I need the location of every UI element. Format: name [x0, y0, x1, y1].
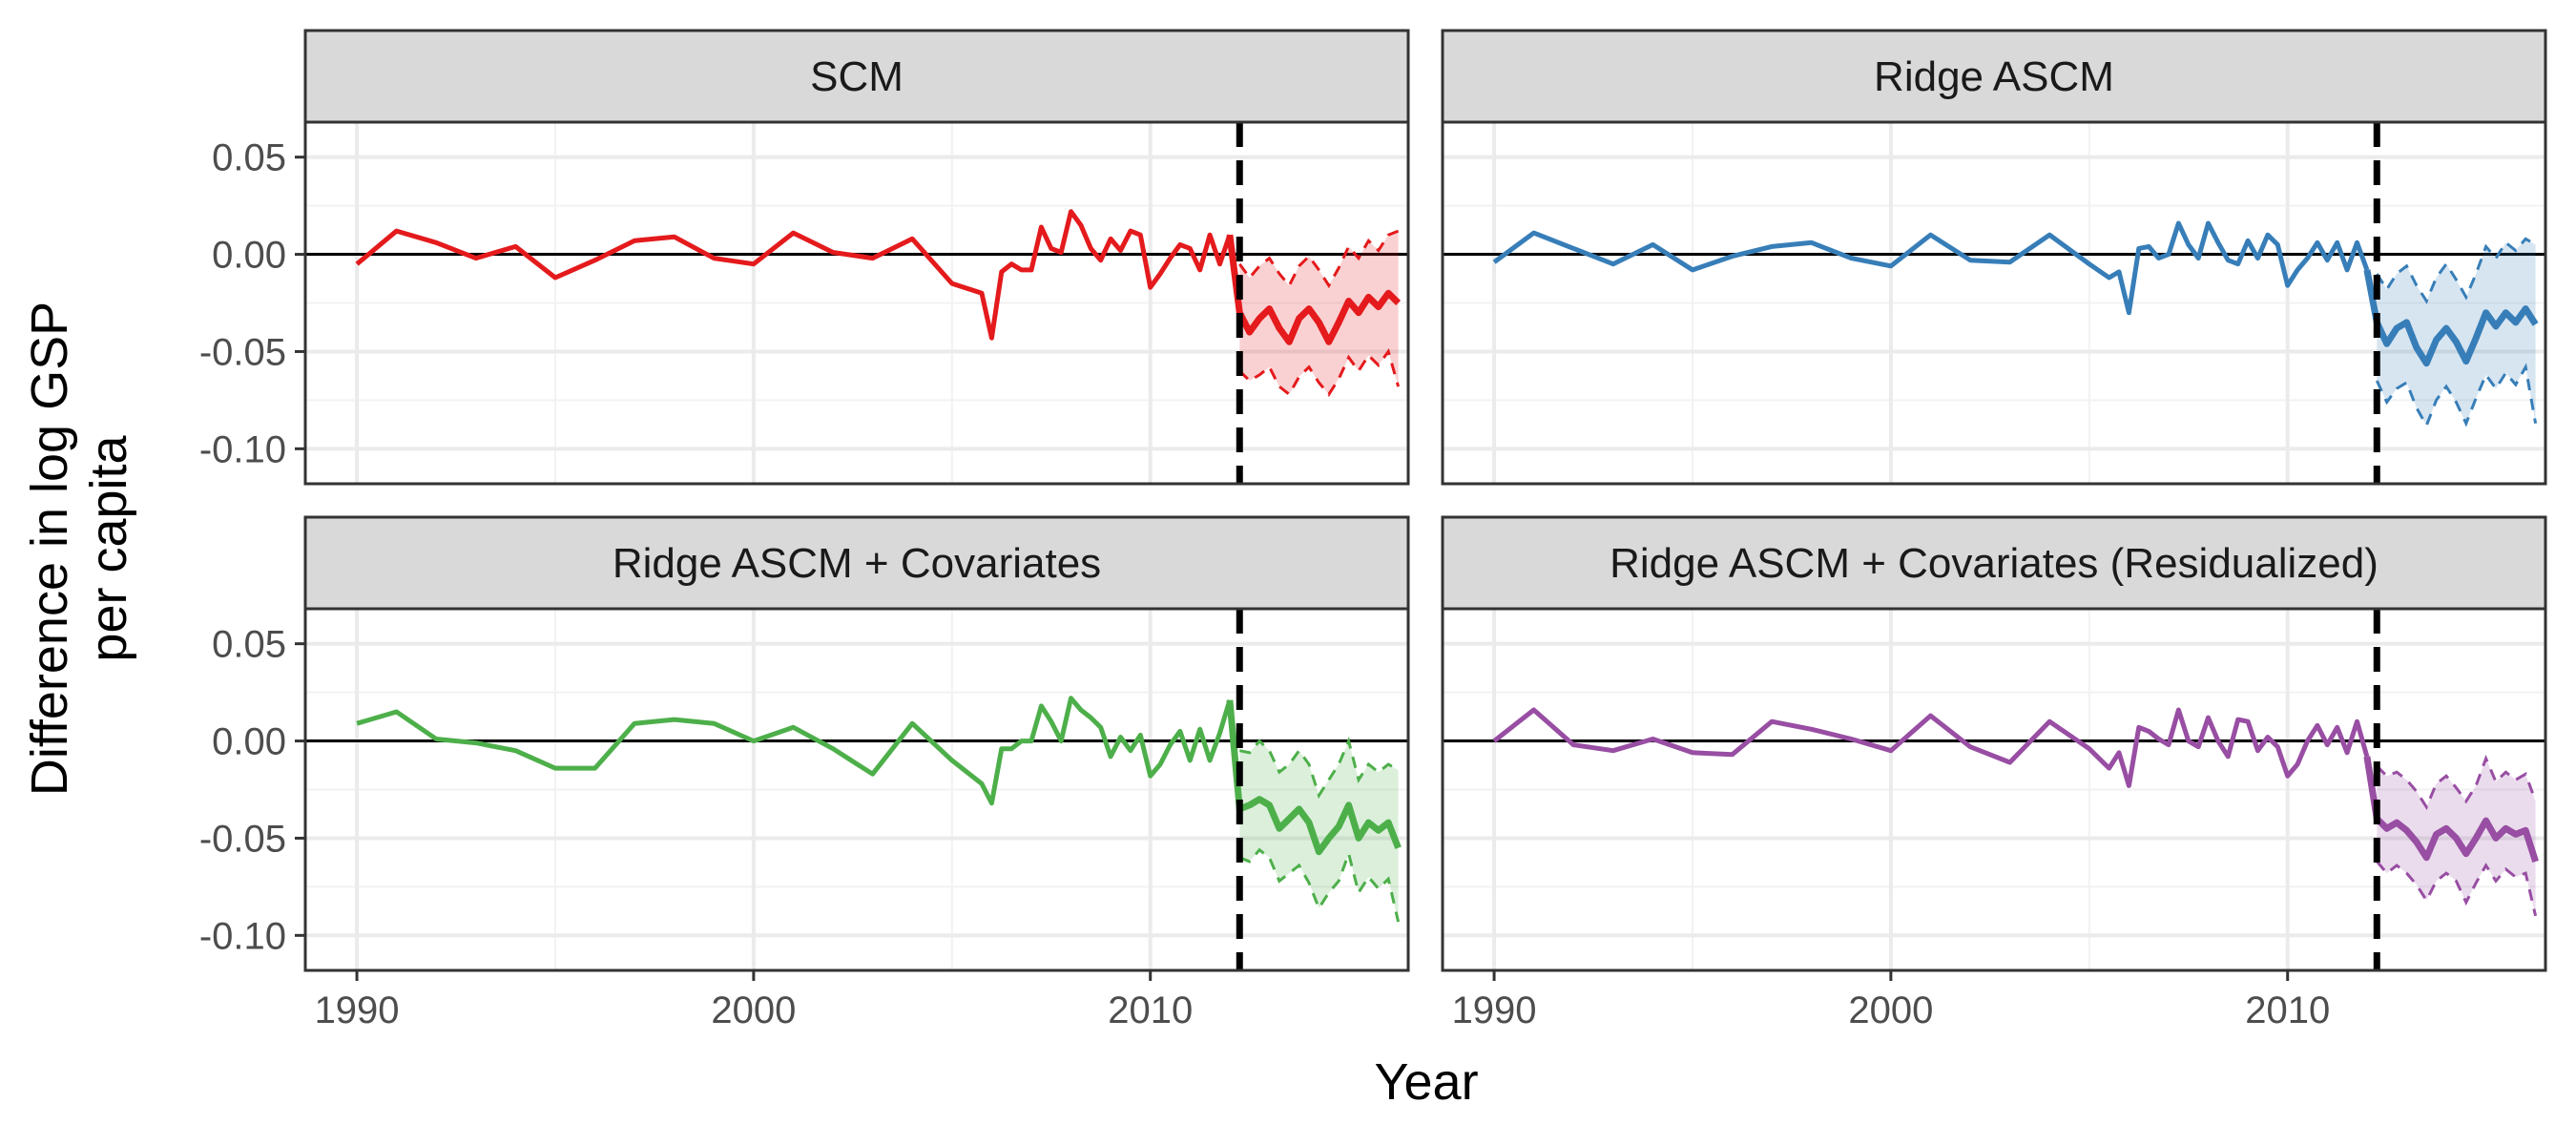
upper-bound-line: [2376, 754, 2538, 811]
panel-2: Ridge ASCM: [1441, 29, 2547, 486]
y-tick-label: 0.00: [212, 235, 286, 277]
panel-strip: [1441, 515, 2547, 611]
pre-treatment-line: [1492, 220, 2370, 316]
panel-strip: [303, 515, 1410, 611]
confidence-band: [1239, 231, 1399, 395]
post-treatment-line: [1226, 234, 1402, 345]
upper-bound-line: [1238, 229, 1400, 289]
panels-group: SCM 0.05 0.00 -0.05 -0.10 Ridge ASCM Ridge ASC…: [199, 29, 2547, 1031]
pre-treatment-line: [1492, 707, 2370, 788]
pre-treatment-line: [355, 209, 1233, 341]
y-tick-label: -0.10: [199, 915, 286, 957]
y-tick-label: -0.10: [199, 428, 286, 470]
lower-bound-line: [2376, 860, 2538, 917]
post-treatment-line: [2363, 756, 2539, 863]
panel-3: Ridge ASCM + Covariates 0.05 0.00 -0.05 -0.1…: [199, 515, 1410, 1031]
panel-border: [303, 120, 1410, 486]
panel-strip: [303, 29, 1410, 124]
pre-treatment-line: [356, 696, 1233, 806]
y-tick-label: -0.05: [199, 331, 286, 373]
panel-title: Ridge ASCM: [1874, 53, 2114, 100]
panel-strip: [1441, 29, 2547, 124]
x-tick-label: 1990: [1452, 989, 1537, 1031]
post-treatment-line: [1226, 699, 1402, 856]
lower-bound-line: [1238, 847, 1401, 923]
panel-border: [1441, 607, 2547, 972]
x-tick-label: 1990: [315, 989, 400, 1031]
panel-1: SCM 0.05 0.00 -0.05 -0.10: [199, 29, 1410, 486]
x-tick-label: 2000: [1848, 989, 1933, 1031]
x-tick-label: 2010: [2245, 989, 2330, 1031]
panel-border: [303, 607, 1410, 972]
x-axis-title: Year: [1374, 1053, 1478, 1111]
lower-bound-line: [2375, 363, 2538, 429]
y-tick-label: -0.05: [199, 818, 286, 860]
y-tick-label: 0.05: [212, 624, 286, 666]
y-axis-title-line-2: per capita: [80, 434, 137, 661]
panel-title: SCM: [810, 53, 904, 100]
panel-title: Ridge ASCM + Covariates: [613, 540, 1101, 587]
confidence-band: [1239, 740, 1399, 923]
x-tick-label: 2000: [711, 989, 796, 1031]
panel-border: [1441, 120, 2547, 486]
panel-title: Ridge ASCM + Covariates (Residualized): [1610, 540, 2379, 587]
post-treatment-line: [2363, 269, 2539, 367]
upper-bound-line: [1239, 736, 1400, 800]
lower-bound-line: [1238, 348, 1401, 397]
x-tick-label: 2010: [1108, 989, 1193, 1031]
y-axis-title-line-1: Difference in log GSP: [21, 302, 78, 796]
panel-4: Ridge ASCM + Covariates (Residualized) 19…: [1441, 515, 2547, 1031]
y-tick-label: 0.05: [212, 137, 286, 179]
y-tick-label: 0.00: [212, 721, 286, 763]
upper-bound-line: [2376, 237, 2537, 304]
